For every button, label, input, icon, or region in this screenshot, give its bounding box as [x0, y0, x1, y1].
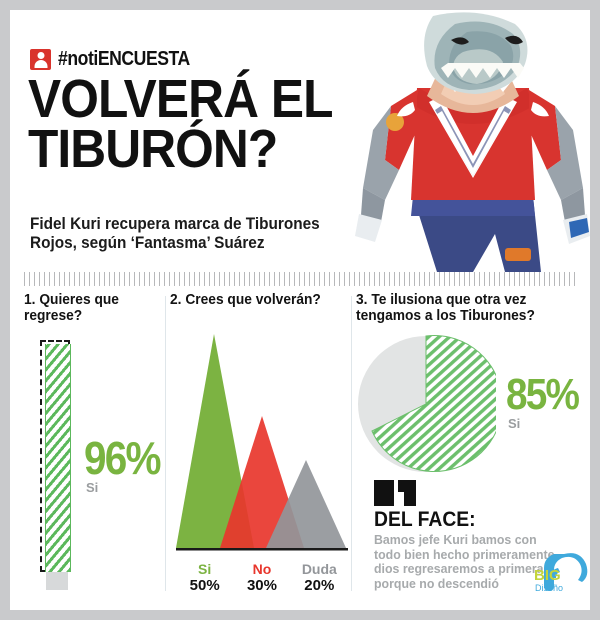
chart-3-answer-label: Si	[508, 416, 521, 431]
chart-1-bar-graphic: 96% Si	[40, 340, 162, 590]
chart-2-triangle-si	[176, 334, 254, 548]
hashtag-prefix: #noti	[58, 48, 98, 70]
logo-big-text: BIG	[534, 567, 561, 584]
chart-1-question: 1. Quieres que regrese?	[24, 292, 119, 324]
chart-2-legend-value: 30%	[246, 577, 277, 594]
chart-1-bar-remainder	[46, 572, 68, 590]
infographic-page: #notiENCUESTA VOLVERÁ EL TIBURÓN? Fidel …	[10, 10, 590, 610]
delface-block: DEL FACE: Bamos jefe Kuri bamos con todo…	[374, 480, 574, 591]
chart-2-question: 2. Crees que volverán?	[170, 292, 321, 308]
chart-1-bar-outline	[40, 340, 71, 572]
charts-section: 1. Quieres que regrese? 96% Si 2. Crees …	[10, 292, 590, 610]
chart-2-column: 2. Crees que volverán? Si 50%	[170, 292, 350, 610]
quote-mark-icon	[374, 480, 416, 506]
chart-2-triangle-duda	[266, 460, 346, 548]
chart-3-pie-graphic	[356, 334, 506, 474]
chart-3-value: 85%	[506, 370, 580, 419]
elephant-icon	[544, 553, 588, 591]
chart-2-legend-item: Si 50%	[176, 561, 233, 595]
chart-2-legend-name: Duda	[301, 561, 337, 577]
chart-2-legend-value: 50%	[189, 577, 220, 594]
chart-2-legend-name: Si	[198, 561, 212, 577]
logo-diseno-text: Diseño	[535, 583, 563, 593]
chart-2-legend: Si 50% No 30% Duda 20%	[176, 561, 348, 595]
chart-1-column: 1. Quieres que regrese? 96% Si	[24, 292, 164, 610]
chart-2-legend-name: No	[252, 561, 272, 577]
chart-1-value: 96%	[84, 432, 162, 484]
page-title: VOLVERÁ EL TIBURÓN?	[28, 69, 333, 179]
chart-2-legend-item: No 30%	[233, 561, 290, 595]
hashtag-label: #notiENCUESTA	[58, 48, 190, 71]
shark-mascot-image	[355, 10, 590, 278]
chart-1-answer-label: Si	[86, 480, 99, 495]
chart-3-slice-si	[372, 335, 503, 472]
chart-3-column: 3. Te ilusiona que otra vez tengamos a l…	[356, 292, 588, 610]
big-diseno-logo: BIG Diseño	[534, 550, 590, 594]
delface-body: Bamos jefe Kuri bamos con todo bien hech…	[374, 532, 555, 591]
column-divider-2	[351, 296, 352, 591]
header: #notiENCUESTA VOLVERÁ EL TIBURÓN? Fidel …	[10, 10, 590, 272]
column-divider-1	[165, 296, 166, 591]
chart-2-triangles-graphic	[176, 332, 348, 567]
person-icon	[30, 49, 51, 70]
hashtag-row: #notiENCUESTA	[30, 48, 208, 71]
chart-2-legend-value: 20%	[304, 577, 335, 594]
delface-title: DEL FACE:	[374, 508, 476, 531]
page-subtitle: Fidel Kuri recupera marca de Tiburones R…	[30, 215, 320, 252]
chart-2-legend-item: Duda 20%	[291, 561, 348, 595]
hashtag-suffix: ENCUESTA	[97, 48, 190, 70]
chart-1-bar-fill	[45, 344, 71, 572]
chart-3-question: 3. Te ilusiona que otra vez tengamos a l…	[356, 292, 535, 324]
ticked-divider	[24, 272, 576, 286]
